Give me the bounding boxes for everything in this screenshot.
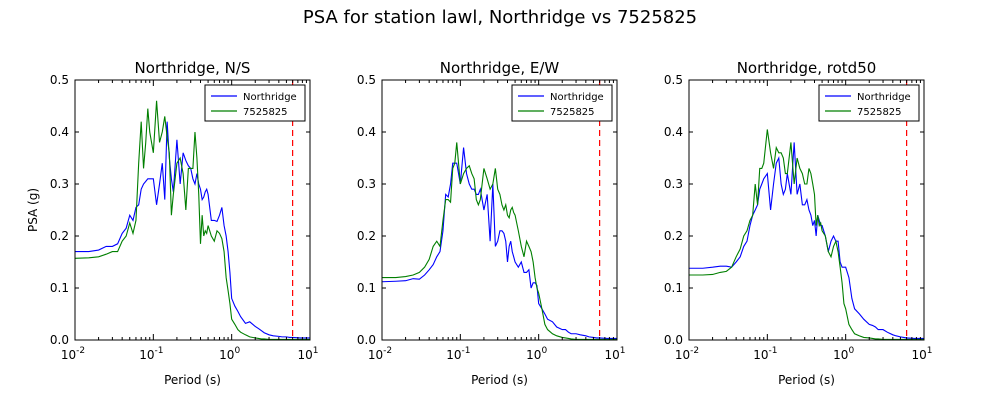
legend-box	[204, 84, 306, 122]
x-axis-label: Period (s)	[778, 373, 835, 387]
x-tick-label: 100	[219, 346, 240, 362]
y-tick-label: 0.4	[664, 125, 683, 139]
x-tick-label: 101	[297, 346, 318, 362]
y-tick-label: 0.4	[357, 125, 376, 139]
y-tick-label: 0.0	[50, 333, 69, 347]
legend-entry: 7525825	[243, 107, 288, 118]
legend-box	[818, 84, 920, 122]
y-tick-label: 0.1	[50, 281, 69, 295]
y-tick-label: 0.3	[357, 177, 376, 191]
x-tick-label: 100	[833, 346, 854, 362]
legend-entry: Northridge	[550, 92, 604, 103]
charts-container: Northridge, N/S 0.0 0.1 0.2 0.3 0.4 0.5 10-2 10-…	[26, 59, 933, 387]
y-tick-label: 0.5	[357, 73, 376, 87]
x-tick-label: 10-1	[753, 346, 777, 362]
y-tick-label: 0.2	[664, 229, 683, 243]
x-tick-label: 101	[911, 346, 932, 362]
x-tick-label: 10-1	[446, 346, 470, 362]
legend-entry: 7525825	[857, 107, 902, 118]
x-axis-label: Period (s)	[164, 373, 221, 387]
chart-panel-2: Northridge, E/W 0.0 0.1 0.2 0.3 0.4 0.5 10-2 10-…	[357, 59, 626, 387]
series-group	[75, 100, 310, 340]
chart-title: Northridge, N/S	[135, 59, 251, 77]
x-tick-label: 101	[604, 346, 625, 362]
x-tick-label: 100	[526, 346, 547, 362]
series-group	[689, 129, 924, 340]
x-tick-label: 10-1	[139, 346, 163, 362]
y-axis-label: PSA (g)	[26, 188, 40, 232]
series-line-7525825	[689, 129, 924, 340]
chart-panel-1: Northridge, N/S 0.0 0.1 0.2 0.3 0.4 0.5 10-2 10-…	[26, 59, 319, 387]
y-tick-label: 0.2	[357, 229, 376, 243]
y-tick-label: 0.3	[664, 177, 683, 191]
y-tick-label: 0.0	[357, 333, 376, 347]
series-line-Northridge	[382, 147, 617, 339]
y-tick-label: 0.4	[50, 125, 69, 139]
series-line-7525825	[382, 142, 617, 340]
x-tick-label: 10-2	[61, 346, 85, 362]
series-group	[382, 142, 617, 340]
chart-title: Northridge, rotd50	[737, 59, 877, 77]
legend-entry: Northridge	[243, 92, 297, 103]
y-tick-label: 0.0	[664, 333, 683, 347]
y-tick-label: 0.1	[664, 281, 683, 295]
series-line-Northridge	[689, 142, 924, 339]
x-tick-label: 10-2	[368, 346, 392, 362]
y-tick-label: 0.5	[50, 73, 69, 87]
chart-title: Northridge, E/W	[440, 59, 560, 77]
plot-frame	[688, 79, 925, 341]
y-tick-label: 0.5	[664, 73, 683, 87]
y-tick-label: 0.3	[50, 177, 69, 191]
y-tick-label: 0.1	[357, 281, 376, 295]
plot-frame	[381, 79, 618, 341]
y-tick-label: 0.2	[50, 229, 69, 243]
chart-panel-3: Northridge, rotd50 0.0 0.1 0.2 0.3 0.4 0.5 10-2…	[664, 59, 933, 387]
legend-entry: 7525825	[550, 107, 595, 118]
plot-frame	[74, 79, 311, 341]
legend: Northridge 7525825	[511, 84, 613, 122]
legend: Northridge 7525825	[204, 84, 306, 122]
legend: Northridge 7525825	[818, 84, 920, 122]
figure-suptitle: PSA for station lawl, Northridge vs 7525…	[303, 7, 697, 28]
legend-entry: Northridge	[857, 92, 911, 103]
x-tick-label: 10-2	[675, 346, 699, 362]
series-line-7525825	[75, 100, 310, 340]
x-axis-label: Period (s)	[471, 373, 528, 387]
legend-box	[511, 84, 613, 122]
